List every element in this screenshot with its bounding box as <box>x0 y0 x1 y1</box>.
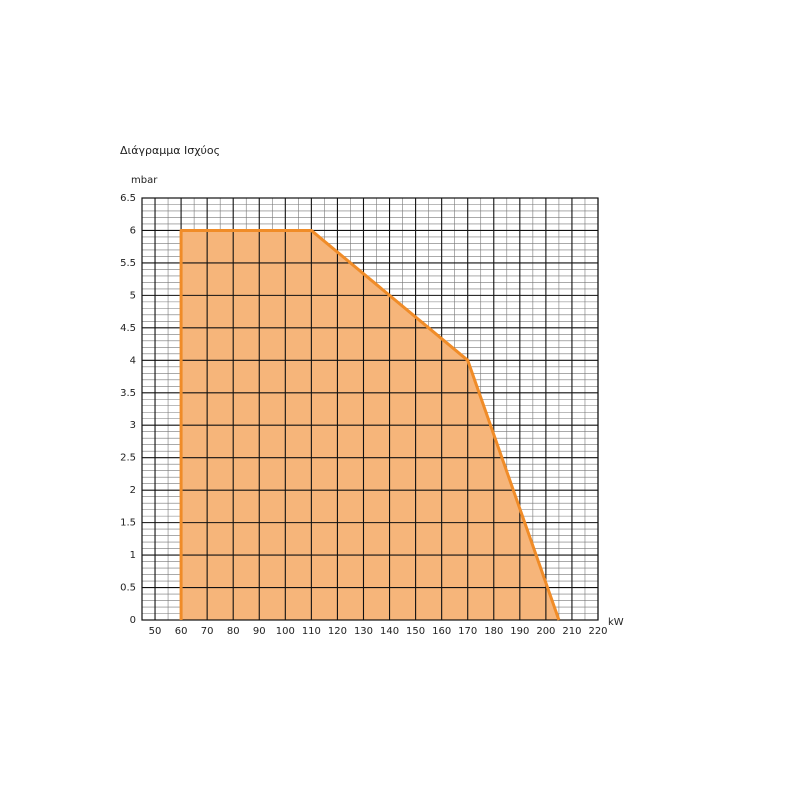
x-axis-label: kW <box>608 617 624 628</box>
y-tick-label: 3.5 <box>120 388 136 399</box>
y-tick-label: 6.5 <box>120 193 136 204</box>
x-tick-label: 50 <box>149 626 162 637</box>
x-tick-label: 110 <box>302 626 321 637</box>
x-tick-label: 220 <box>588 626 607 637</box>
x-tick-label: 120 <box>328 626 347 637</box>
x-tick-label: 180 <box>484 626 503 637</box>
x-tick-label: 70 <box>201 626 214 637</box>
y-tick-label: 5.5 <box>120 258 136 269</box>
x-tick-label: 100 <box>276 626 295 637</box>
chart-title: Διάγραμμα Ισχύος <box>120 144 220 157</box>
y-tick-label: 1.5 <box>120 518 136 529</box>
area-outline <box>179 228 561 621</box>
x-tick-label: 80 <box>227 626 240 637</box>
y-tick-label: 2.5 <box>120 453 136 464</box>
x-tick-label: 190 <box>510 626 529 637</box>
y-tick-label: 2 <box>130 485 136 496</box>
plot-frame <box>141 197 599 621</box>
y-tick-label: 0 <box>130 615 136 626</box>
x-tick-label: 160 <box>432 626 451 637</box>
x-tick-label: 170 <box>458 626 477 637</box>
y-tick-label: 4 <box>130 355 136 366</box>
x-tick-label: 150 <box>406 626 425 637</box>
y-axis-label: mbar <box>131 175 158 186</box>
x-tick-label: 210 <box>562 626 581 637</box>
x-tick-label: 200 <box>536 626 555 637</box>
y-tick-label: 1 <box>130 550 136 561</box>
y-tick-label: 4.5 <box>120 323 136 334</box>
x-tick-label: 90 <box>253 626 266 637</box>
x-tick-label: 60 <box>175 626 188 637</box>
y-tick-label: 5 <box>130 290 136 301</box>
x-tick-label: 130 <box>354 626 373 637</box>
y-tick-label: 3 <box>130 420 136 431</box>
y-tick-label: 0.5 <box>120 583 136 594</box>
y-tick-label: 6 <box>130 225 136 236</box>
x-tick-label: 140 <box>380 626 399 637</box>
